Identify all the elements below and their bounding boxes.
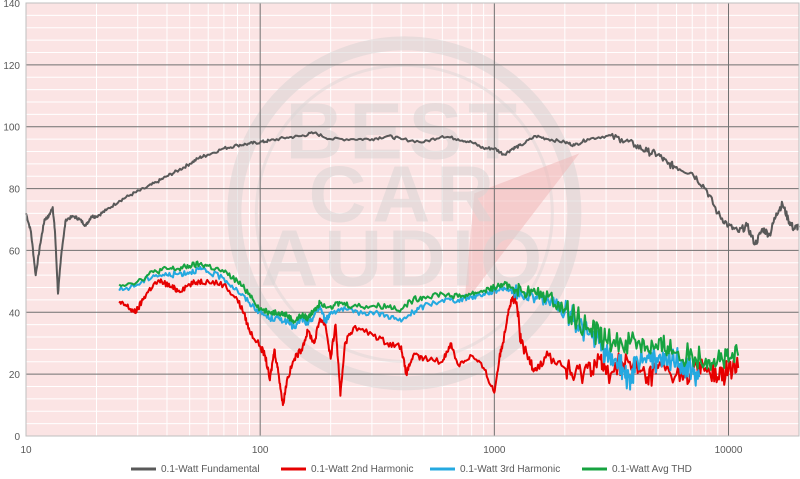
y-tick-label: 60 — [9, 246, 21, 257]
y-axis-ticks: 0 20 40 60 80 100 120 140 — [3, 0, 20, 443]
legend-label: 0.1-Watt Fundamental — [161, 464, 260, 475]
watermark-text: BEST — [286, 86, 523, 175]
y-tick-label: 40 — [9, 308, 21, 319]
series-line-3 — [118, 265, 701, 391]
x-tick-label: 10 — [20, 445, 32, 456]
watermark-check-mark — [464, 153, 580, 304]
y-tick-label: 100 — [3, 123, 20, 134]
legend-label: 0.1-Watt 3rd Harmonic — [460, 464, 560, 475]
series-line-1 — [25, 131, 800, 295]
x-tick-label: 100 — [252, 445, 269, 456]
watermark-text: CAR — [309, 149, 500, 238]
series-line-2 — [118, 278, 740, 407]
y-tick-label: 80 — [9, 185, 21, 196]
series-layer — [25, 131, 800, 407]
plot-border — [25, 2, 800, 437]
y-tick-label: 20 — [9, 370, 21, 381]
y-tick-label: 0 — [14, 432, 20, 443]
x-tick-label: 10000 — [715, 445, 743, 456]
x-axis-ticks: 10 100 1000 10000 — [20, 445, 742, 456]
legend-label: 0.1-Watt Avg THD — [612, 464, 692, 475]
legend-label: 0.1-Watt 2nd Harmonic — [311, 464, 413, 475]
watermark-ring — [227, 36, 582, 391]
x-tick-label: 1000 — [483, 445, 506, 456]
y-tick-label: 120 — [3, 61, 20, 72]
minor-grid — [26, 3, 800, 436]
series-line-4 — [118, 260, 740, 371]
y-tick-label: 140 — [3, 0, 20, 10]
legend: 0.1-Watt Fundamental 0.1-Watt 2nd Harmoni… — [131, 464, 692, 475]
